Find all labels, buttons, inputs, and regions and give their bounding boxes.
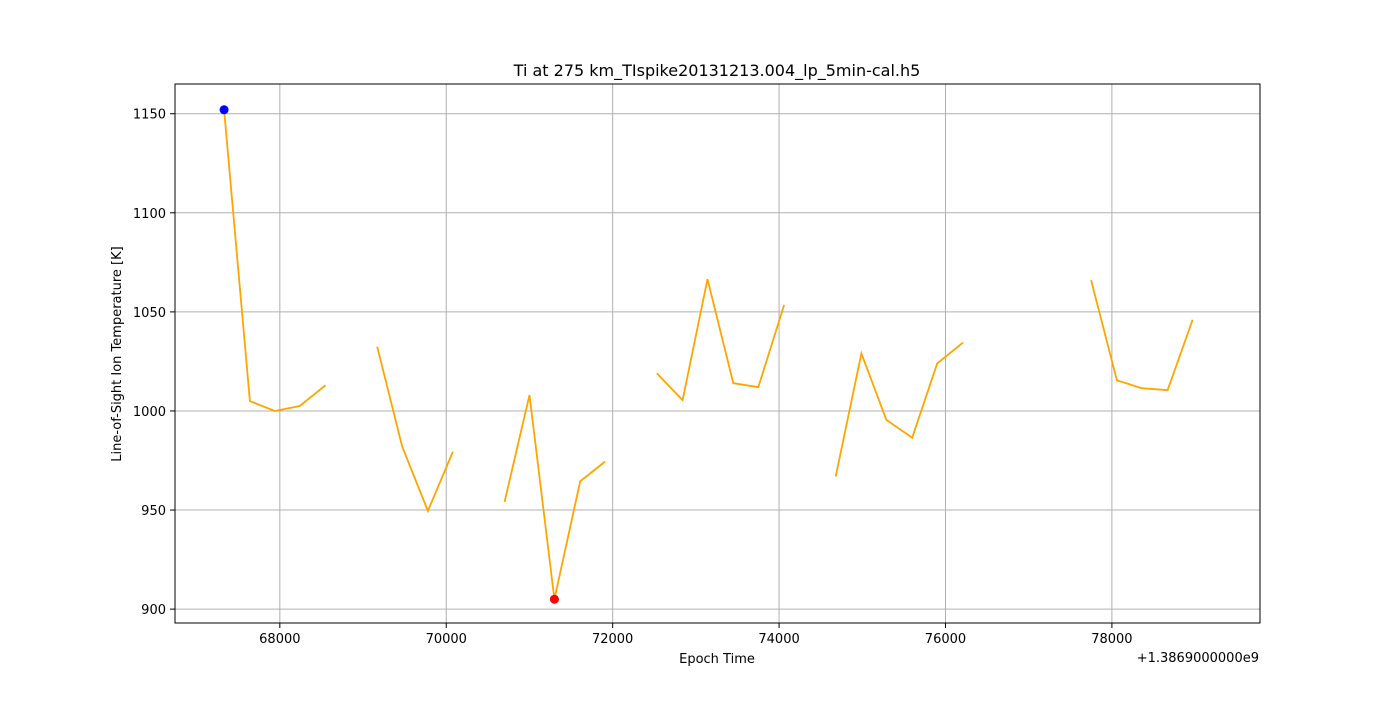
min-point-marker — [549, 594, 559, 604]
y-tick-label: 1050 — [133, 306, 166, 321]
chart-title: Ti at 275 km_TIspike20131213.004_lp_5min… — [513, 61, 921, 81]
x-tick-label: 68000 — [259, 632, 300, 647]
y-tick-label: 950 — [141, 504, 166, 519]
series-line-segment — [656, 278, 785, 402]
x-axis-ticks: 68000 70000 72000 74000 76000 78000 — [259, 623, 1133, 647]
y-tick-label: 1000 — [133, 405, 166, 420]
y-tick-label: 900 — [141, 603, 166, 618]
plot-frame — [174, 83, 1261, 624]
max-point-marker — [219, 105, 229, 115]
y-axis-label: Line-of-Sight Ion Temperature [K] — [110, 246, 125, 461]
y-tick-label: 1150 — [133, 108, 166, 123]
x-tick-label: 74000 — [758, 632, 799, 647]
y-tick-label: 1100 — [133, 207, 166, 222]
y-axis-ticks: 900 950 1000 1050 1100 1150 — [133, 108, 175, 618]
series-line-segment — [376, 346, 454, 514]
x-axis-offset-label: +1.3869000000e9 — [1137, 651, 1259, 666]
x-tick-label: 78000 — [1091, 632, 1132, 647]
x-axis-label: Epoch Time — [679, 652, 755, 667]
extreme-markers — [219, 105, 559, 604]
series-line-segment — [1090, 279, 1194, 392]
series-line-segment — [223, 109, 327, 412]
x-tick-label: 76000 — [925, 632, 966, 647]
x-tick-label: 72000 — [592, 632, 633, 647]
x-tick-label: 70000 — [426, 632, 467, 647]
grid-lines — [175, 84, 1260, 623]
temperature-series — [223, 109, 1194, 600]
series-line-segment — [834, 341, 964, 477]
